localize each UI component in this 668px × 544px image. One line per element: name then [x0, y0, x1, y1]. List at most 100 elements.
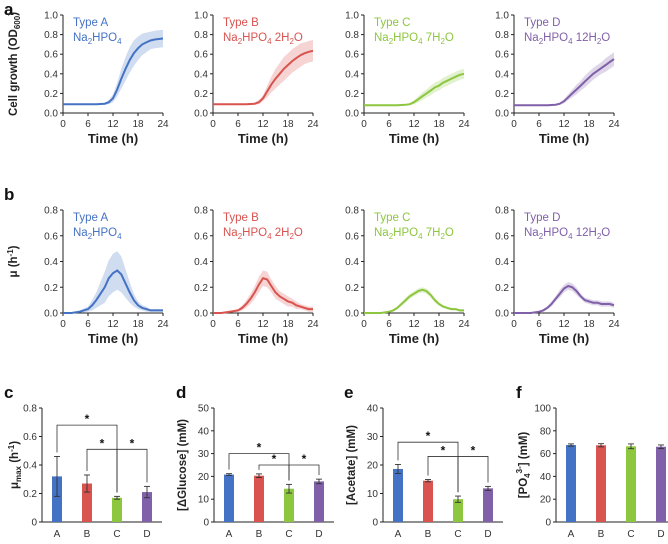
- y-tick-label: 30: [198, 449, 210, 460]
- y-tick-label: 0: [545, 518, 551, 529]
- formula-subscript: 2: [238, 37, 243, 46]
- y-tick-label: 0.4: [345, 69, 359, 80]
- x-tick-label: 18: [583, 119, 595, 130]
- ylabel-subscript: max: [14, 465, 23, 482]
- y-axis-label-b: μ (h-1): [6, 245, 20, 277]
- formula-subscript: 2: [597, 37, 602, 46]
- ylabel-part: ): [9, 441, 21, 445]
- series-line-D: [514, 58, 615, 107]
- formula-part: O: [601, 32, 610, 44]
- y-tick-label: 0.2: [194, 283, 208, 294]
- x-tick-label: 0: [210, 119, 216, 130]
- formula-subscript: 2: [389, 37, 394, 46]
- x-tick-label: 0: [60, 119, 66, 130]
- significance-star: *: [302, 452, 307, 466]
- y-axis-label-d: [ΔGlucose] (mM): [177, 419, 189, 511]
- formula-part: O: [445, 32, 454, 44]
- y-tick-label: 60: [540, 449, 552, 460]
- formula-part: Na: [374, 32, 389, 44]
- formula-part: O: [294, 32, 303, 44]
- bar-A: [224, 474, 234, 522]
- x-axis-label: Time (h): [539, 131, 589, 146]
- legend-type-C: Type C: [374, 17, 410, 29]
- x-tick-label: B: [84, 529, 91, 540]
- formula-subscript: 2: [539, 232, 544, 241]
- x-tick-label: 6: [235, 319, 241, 330]
- legend-formula-A: Na2HPO4: [73, 227, 122, 241]
- formula-subscript: 2: [597, 232, 602, 241]
- y-tick-label: 0.0: [194, 309, 208, 320]
- significance-star: *: [130, 436, 135, 450]
- ylabel-superscript: -1: [6, 249, 15, 257]
- x-tick-label: 12: [408, 319, 420, 330]
- y-tick-label: 0.6: [495, 50, 509, 61]
- x-tick-label: D: [657, 529, 664, 540]
- series-band-D: [514, 282, 614, 313]
- legend-formula-D: Na2HPO4 12H2O: [524, 32, 610, 46]
- x-tick-label: 6: [386, 119, 392, 130]
- formula-subscript: 4: [267, 37, 272, 46]
- formula-part: Na: [524, 32, 539, 44]
- y-tick-label: 1.0: [345, 11, 359, 22]
- bar-C: [112, 497, 122, 522]
- y-axis-label-a: Cell growth (OD600): [8, 12, 22, 116]
- x-tick-label: C: [627, 529, 634, 540]
- series-band-C: [364, 287, 464, 313]
- y-tick-label: 0.2: [345, 89, 359, 100]
- x-tick-label: 12: [257, 119, 269, 130]
- x-tick-label: 12: [107, 119, 119, 130]
- formula-subscript: 4: [117, 232, 122, 241]
- ylabel-part: (h: [9, 452, 21, 466]
- x-tick-label: 24: [307, 319, 319, 330]
- y-tick-label: 0.8: [345, 30, 359, 41]
- y-tick-label: 0.8: [345, 206, 359, 217]
- panel-label-a: a: [4, 0, 14, 19]
- formula-subscript: 2: [238, 232, 243, 241]
- significance-star: *: [272, 452, 277, 466]
- formula-part: Na: [223, 32, 238, 44]
- panel-label-c: c: [4, 383, 13, 402]
- x-tick-label: 6: [536, 119, 542, 130]
- x-axis-label: Time (h): [389, 131, 439, 146]
- formula-subscript: 2: [440, 232, 445, 241]
- x-tick-label: 18: [583, 319, 595, 330]
- x-tick-label: 6: [85, 119, 91, 130]
- formula-part: 7H: [423, 32, 441, 44]
- legend-formula-D: Na2HPO4 12H2O: [524, 227, 610, 241]
- significance-bracket: [116, 448, 148, 493]
- y-tick-label: 0.4: [345, 257, 359, 268]
- y-tick-label: 0.8: [194, 30, 208, 41]
- bar-A: [52, 476, 62, 522]
- x-tick-label: 6: [386, 319, 392, 330]
- x-axis-label: Time (h): [539, 331, 589, 346]
- formula-part: Na: [73, 32, 88, 44]
- ylabel-part: [Acetate] (mM): [346, 425, 358, 505]
- formula-subscript: 4: [418, 37, 423, 46]
- formula-part: 12H: [573, 32, 597, 44]
- y-tick-label: 0.6: [44, 50, 58, 61]
- formula-part: HPO: [242, 227, 267, 239]
- legend-formula-B: Na2HPO4 2H2O: [223, 32, 303, 46]
- x-tick-label: 0: [511, 319, 517, 330]
- series-line-A: [63, 37, 164, 106]
- series-band-B: [213, 40, 313, 105]
- significance-star: *: [85, 412, 90, 426]
- y-tick-label: 0.0: [44, 309, 58, 320]
- x-tick-label: 0: [210, 319, 216, 330]
- formula-subscript: 4: [568, 232, 573, 241]
- formula-part: 12H: [573, 227, 597, 239]
- y-tick-label: 20: [198, 472, 210, 483]
- x-tick-label: 18: [282, 319, 294, 330]
- y-tick-label: 30: [367, 432, 379, 443]
- x-tick-label: 6: [85, 319, 91, 330]
- y-tick-label: 0.8: [495, 30, 509, 41]
- bar-A: [566, 445, 576, 522]
- x-tick-label: 18: [433, 319, 445, 330]
- y-tick-label: 80: [540, 426, 552, 437]
- legend-type-A: Type A: [73, 17, 108, 29]
- legend-type-D: Type D: [524, 17, 560, 29]
